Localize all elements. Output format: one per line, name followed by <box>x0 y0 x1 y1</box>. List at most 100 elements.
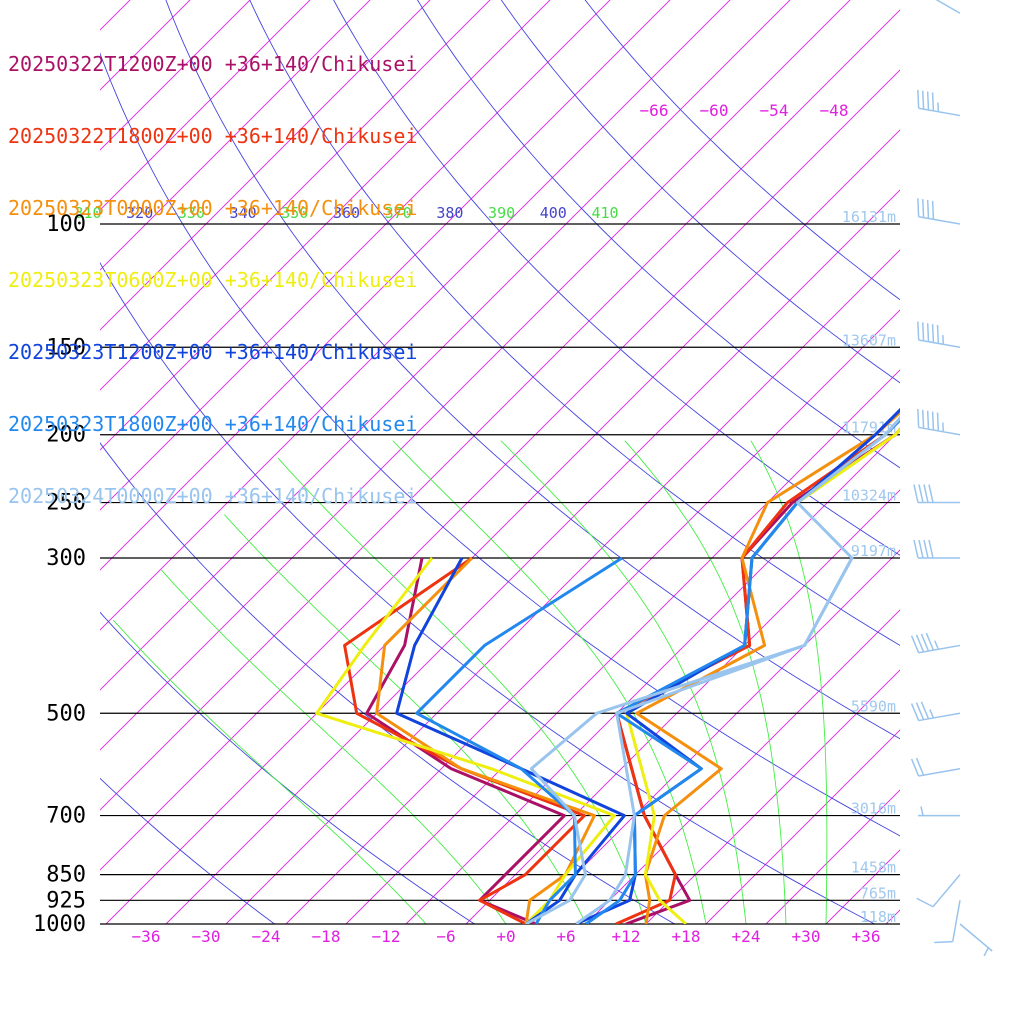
isotherm-line <box>100 69 900 871</box>
isotherm-line <box>285 309 900 924</box>
temperature-line-series-5 <box>585 417 900 924</box>
theta-label: 380 <box>436 204 463 222</box>
isotherm-line <box>225 249 900 924</box>
wind-barb-flag <box>921 90 925 110</box>
isotherm-line <box>100 9 900 811</box>
wind-barb-flag <box>923 539 929 559</box>
theta-label: 410 <box>591 204 618 222</box>
isotherm-line <box>165 189 900 924</box>
wind-barb-flag <box>910 703 920 721</box>
wind-barb-flag <box>915 757 925 776</box>
wind-barb-flag <box>926 91 930 111</box>
pressure-label: 150 <box>46 335 86 360</box>
wind-barb-flag <box>913 484 919 503</box>
isotherm-line <box>345 369 900 924</box>
theta-label: 400 <box>540 204 567 222</box>
height-label: 5590m <box>851 697 896 715</box>
wind-barb-flag <box>921 409 925 429</box>
isotherm-line <box>585 609 900 924</box>
temperature-tick-label: −18 <box>312 927 341 946</box>
wind-barb-half-flag <box>934 640 940 650</box>
dry-adiabat-line <box>249 0 900 646</box>
isotherm-line <box>100 0 431 331</box>
temperature-tick-label: +30 <box>792 927 821 946</box>
upper-temperature-label: −60 <box>700 101 729 120</box>
wind-barb <box>918 806 960 817</box>
wind-barb-staff <box>951 900 961 942</box>
pressure-label: 500 <box>46 701 86 726</box>
wind-barb <box>917 198 961 225</box>
dry-adiabat-line <box>100 611 476 924</box>
temperature-line-series-6 <box>575 415 900 924</box>
temperature-tick-label: −12 <box>372 927 401 946</box>
height-label: 11791m <box>842 419 896 437</box>
temperature-line-series-3 <box>625 427 900 924</box>
legend: 20250322T1200Z+00 +36+140/Chikusei 20250… <box>8 4 417 532</box>
isotherm-line <box>645 669 900 924</box>
dewpoint-line-series-5 <box>415 556 623 924</box>
wind-barb-staff <box>918 712 961 722</box>
wind-barb-flag <box>926 323 930 342</box>
wind-barb-flag <box>934 940 953 944</box>
theta-label: 390 <box>488 204 515 222</box>
temperature-tick-label: +18 <box>672 927 701 946</box>
legend-entry: 20250323T0000Z+00 +36+140/Chikusei <box>8 196 418 220</box>
wind-barb-flag <box>910 635 920 654</box>
legend-entry: 20250323T1200Z+00 +36+140/Chikusei <box>8 340 418 364</box>
moist-adiabat-line <box>750 440 828 924</box>
height-label: 118m <box>860 908 896 926</box>
wind-barb-flag <box>917 198 920 217</box>
isotherm-line <box>100 0 671 571</box>
wind-barb-half-flag <box>920 806 924 816</box>
wind-barb-staff <box>918 339 961 349</box>
wind-barb-flag <box>920 633 930 652</box>
height-labels: 16131m 13607m 11791m 10324m 9197m 5590m 3016m 1… <box>842 208 896 926</box>
isotherm-line <box>105 129 900 924</box>
wind-barb <box>916 874 961 908</box>
isotherm-line <box>405 429 900 924</box>
legend-entry: 20250322T1200Z+00 +36+140/Chikusei <box>8 52 418 76</box>
legend-entry: 20250322T1800Z+00 +36+140/Chikusei <box>8 124 418 148</box>
upper-temperature-label: −48 <box>820 101 849 120</box>
temperature-tick-label: −24 <box>252 927 281 946</box>
isotherm-line <box>100 0 851 751</box>
wind-barb-flag <box>931 200 935 220</box>
upper-isotherm-labels: −66 −60 −54 −48 <box>640 101 849 120</box>
wind-barb-flag <box>928 484 934 503</box>
wind-barb-flag <box>921 322 925 341</box>
upper-temperature-label: −54 <box>760 101 789 120</box>
wind-barb <box>913 484 960 504</box>
isotherm-line <box>100 0 551 451</box>
wind-barb <box>910 632 961 654</box>
isotherm-line <box>100 0 491 391</box>
legend-entry: 20250323T0600Z+00 +36+140/Chikusei <box>8 268 418 292</box>
legend-entry: 20250323T1800Z+00 +36+140/Chikusei <box>8 412 418 436</box>
wind-barb-flag <box>936 412 940 431</box>
pressure-label: 850 <box>46 863 86 888</box>
height-label: 765m <box>860 884 896 902</box>
height-label: 13607m <box>842 331 896 349</box>
isotherm-line <box>100 0 251 151</box>
wind-barb <box>959 923 993 957</box>
wind-barb-staff <box>932 874 961 908</box>
theta-label: 330 <box>178 204 205 222</box>
isotherm-line <box>100 0 611 511</box>
upper-temperature-label: −66 <box>640 101 669 120</box>
dry-adiabat-line <box>100 52 900 837</box>
theta-labels: 310 320 330 340 350 360 370 380 390 400 410 <box>74 204 618 222</box>
isotherm-line <box>885 909 900 924</box>
wind-barb-flag <box>916 897 934 908</box>
wind-barb-flag <box>917 89 920 109</box>
wind-barb-flag <box>910 758 920 777</box>
isotherm-line <box>525 549 900 924</box>
pressure-label: 300 <box>46 546 86 571</box>
wind-barb <box>917 321 961 349</box>
wind-barb <box>910 757 961 777</box>
wind-barb <box>910 701 961 722</box>
wind-barb <box>917 89 961 117</box>
isotherm-line <box>100 0 311 211</box>
dewpoint-line-series-0 <box>365 557 566 924</box>
moist-adiabat-line <box>500 440 747 924</box>
